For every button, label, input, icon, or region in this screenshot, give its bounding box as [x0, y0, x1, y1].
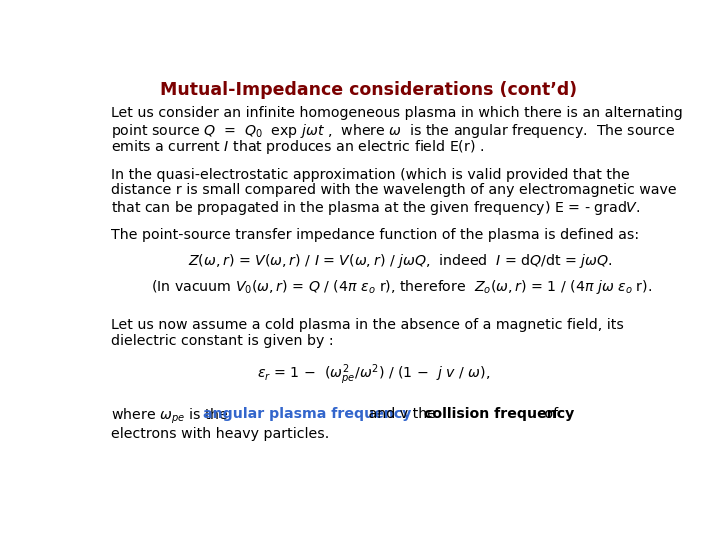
Text: and v the: and v the [364, 407, 441, 421]
Text: of: of [540, 407, 559, 421]
Text: dielectric constant is given by :: dielectric constant is given by : [111, 334, 334, 348]
Text: collision frequency: collision frequency [423, 407, 574, 421]
Text: Mutual-Impedance considerations (cont’d): Mutual-Impedance considerations (cont’d) [161, 82, 577, 99]
Text: Let us consider an infinite homogeneous plasma in which there is an alternating: Let us consider an infinite homogeneous … [111, 106, 683, 120]
Text: The point-source transfer impedance function of the plasma is defined as:: The point-source transfer impedance func… [111, 228, 639, 242]
Text: (In vacuum $V_0(\omega,r)$ = $Q$ / (4$\pi$ $\varepsilon_o$ r), therefore  $Z_o(\: (In vacuum $V_0(\omega,r)$ = $Q$ / (4$\p… [151, 278, 653, 296]
Text: point source $Q$  =  $Q_0$  exp $j\omega t$ ,  where $\omega$  is the angular fr: point source $Q$ = $Q_0$ exp $j\omega t$… [111, 122, 675, 140]
Text: $Z(\omega,r)$ = $V(\omega,r)$ / $I$ = $V(\omega,r)$ / $j\omega Q$,  indeed  $I$ : $Z(\omega,r)$ = $V(\omega,r)$ / $I$ = $V… [188, 252, 613, 270]
Text: emits a current $I$ that produces an electric field E(r) .: emits a current $I$ that produces an ele… [111, 138, 485, 156]
Text: angular plasma frequency: angular plasma frequency [203, 407, 411, 421]
Text: distance r is small compared with the wavelength of any electromagnetic wave: distance r is small compared with the wa… [111, 183, 677, 197]
Text: where $\omega_{pe}$ is the: where $\omega_{pe}$ is the [111, 407, 230, 426]
Text: $\varepsilon_r$ = 1 −  ($\omega_{pe}^{2}/\omega^{2}$) / (1 −  $j$ $v$ / $\omega$: $\varepsilon_r$ = 1 − ($\omega_{pe}^{2}/… [258, 363, 490, 387]
Text: electrons with heavy particles.: electrons with heavy particles. [111, 427, 330, 441]
Text: Let us now assume a cold plasma in the absence of a magnetic field, its: Let us now assume a cold plasma in the a… [111, 319, 624, 333]
Text: In the quasi-electrostatic approximation (which is valid provided that the: In the quasi-electrostatic approximation… [111, 167, 630, 181]
Text: that can be propagated in the plasma at the given frequency) E = - grad$V$.: that can be propagated in the plasma at … [111, 199, 641, 217]
